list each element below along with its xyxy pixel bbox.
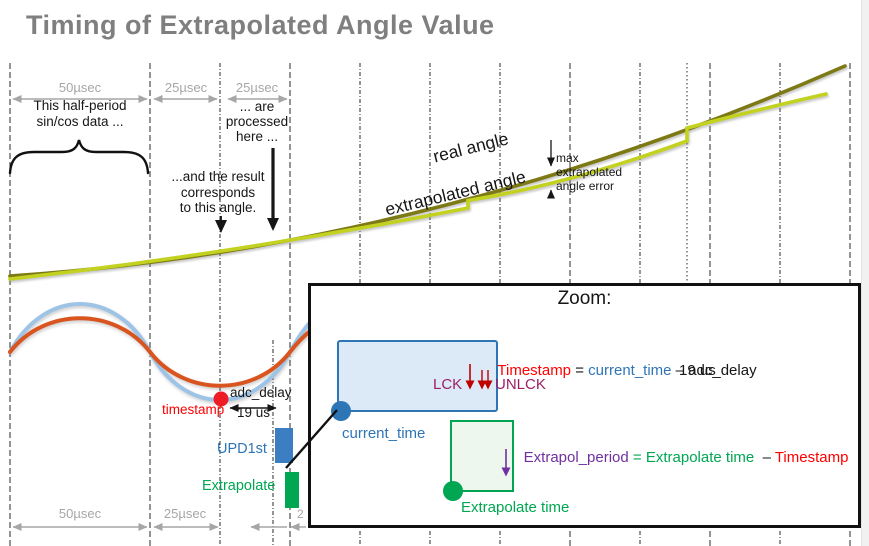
half-period-brace (8, 139, 150, 175)
extrapolate-time-dot (443, 481, 463, 501)
period-equation-extrapolate-time: Extrapolate time (645, 449, 759, 466)
extrapolate-label: Extrapolate (202, 478, 276, 494)
duration-label-50us-bottom: 50µsec (58, 506, 102, 521)
max-error-note: max extrapolated angle error (556, 151, 623, 193)
extrapolate-time-box (450, 420, 514, 492)
duration-label-25us-bottom: 25µsec (163, 506, 207, 521)
current-time-box (337, 340, 498, 412)
page-title: Timing of Extrapolated Angle Value (26, 10, 495, 40)
timestamp-dot (213, 391, 229, 407)
period-equation: Extrapol_period = Extrapolate time – Tim… (523, 449, 849, 466)
upd1st-label: UPD1st (217, 441, 267, 457)
period-equation-lhs: Extrapol_period (523, 449, 629, 466)
unlck-label: UNLCK (495, 376, 546, 393)
corresponds-note: ...and the result corresponds to this an… (171, 169, 265, 215)
zoom-inset (308, 283, 861, 528)
current-time-dot (331, 401, 351, 421)
scrollbar[interactable] (861, 0, 869, 546)
timestamp-equation: Timestamp = current_time – adc_delay (497, 362, 757, 379)
extrapolated-angle-curve (8, 92, 828, 281)
dimension-arrows (12, 95, 306, 531)
period-equation-timestamp: Timestamp (774, 449, 849, 466)
timing-gridlines (9, 63, 851, 546)
timestamp-equation-current-time: current_time (588, 362, 672, 379)
upd1st-bar (275, 428, 293, 463)
extrapolate-bar (285, 472, 299, 508)
duration-label-50us-top: 50µsec (58, 80, 102, 95)
duration-label-25us-top-1: 25µsec (164, 80, 208, 95)
half-period-note: This half-period sin/cos data ... (33, 98, 127, 129)
duration-label-partial: 2 (297, 507, 304, 521)
extrapolate-time-label: Extrapolate time (461, 499, 570, 516)
processed-here-note: ... are processed here ... (225, 99, 289, 144)
timestamp-label: timestamp (162, 402, 225, 417)
duration-label-25us-top-2: 25µsec (235, 80, 279, 95)
adc-delay-value: 19 us (237, 405, 271, 420)
timestamp-equation-lhs: Timestamp (497, 362, 572, 379)
current-time-label: current_time (342, 425, 426, 442)
lck-label: LCK (433, 376, 463, 393)
sine-wave-orange (8, 316, 308, 388)
adc-delay-label: adc_delay (230, 385, 292, 400)
zoom-inset-title: Zoom: (557, 288, 612, 309)
timestamp-equation-delay-value: 19 us (679, 362, 716, 379)
